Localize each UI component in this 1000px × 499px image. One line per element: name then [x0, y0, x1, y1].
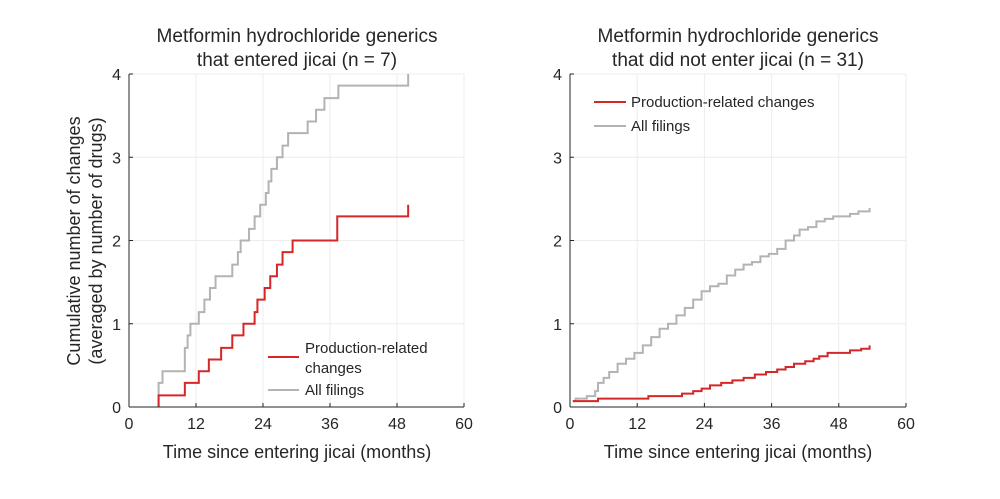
legend-label-all-filings: All filings [631, 118, 690, 135]
y-tick-labels: 0 1 2 3 4 [112, 67, 121, 417]
grid [569, 73, 907, 408]
legend-label-production-line2: changes [305, 360, 362, 377]
y-tick-label: 3 [112, 150, 121, 167]
x-tick-label: 12 [628, 416, 646, 433]
x-tick-label: 48 [388, 416, 406, 433]
plot-series [572, 208, 871, 403]
x-tick-label: 24 [254, 416, 272, 433]
y-tick-label: 0 [112, 400, 121, 417]
series-line-all-filings [572, 208, 871, 403]
legend: Production-related changes All filings [268, 340, 428, 399]
legend: Production-related changes All filings [594, 94, 814, 135]
legend-label-production: Production-related changes [631, 94, 814, 111]
plot-series [157, 74, 410, 407]
x-tick-label: 0 [566, 416, 575, 433]
legend-label-all-filings: All filings [305, 382, 364, 399]
x-tick-labels: 0 12 24 36 48 60 [125, 416, 473, 433]
y-tick-label: 3 [553, 150, 562, 167]
x-tick-label: 12 [187, 416, 205, 433]
axes [569, 73, 907, 408]
y-tick-labels: 0 1 2 3 4 [553, 67, 562, 417]
x-tick-label: 60 [897, 416, 915, 433]
x-tick-label: 36 [763, 416, 781, 433]
x-tick-labels: 0 12 24 36 48 60 [566, 416, 915, 433]
chart-title-line1: Metformin hydrochloride generics [157, 26, 438, 47]
legend-label-production-line1: Production-related [305, 340, 428, 357]
x-tick-label: 0 [125, 416, 134, 433]
y-tick-label: 2 [112, 234, 121, 251]
series-line-production-related [572, 345, 871, 403]
chart-title-line2: that did not enter jicai (n = 31) [612, 50, 864, 71]
axes [128, 73, 465, 408]
chart-title-line1: Metformin hydrochloride generics [598, 26, 879, 47]
y-axis-label-line1: Cumulative number of changes [64, 116, 84, 365]
y-tick-label: 0 [553, 400, 562, 417]
chart-panel-not-entered-jicai: Metformin hydrochloride generics that di… [553, 26, 915, 462]
y-tick-label: 1 [553, 317, 562, 334]
x-tick-label: 36 [321, 416, 339, 433]
y-tick-label: 1 [112, 317, 121, 334]
y-axis-label-line2: (averaged by number of drugs) [86, 117, 106, 364]
chart-panel-entered-jicai: Metformin hydrochloride generics that en… [112, 26, 473, 462]
y-tick-label: 4 [553, 67, 562, 84]
series-line-production-related [157, 204, 410, 407]
x-axis-label: Time since entering jicai (months) [604, 442, 872, 462]
series-line-all-filings [157, 74, 410, 407]
y-tick-label: 4 [112, 67, 121, 84]
x-tick-label: 24 [696, 416, 714, 433]
x-tick-label: 48 [830, 416, 848, 433]
x-tick-label: 60 [455, 416, 473, 433]
chart-title-line2: that entered jicai (n = 7) [197, 50, 397, 71]
x-axis-label: Time since entering jicai (months) [163, 442, 431, 462]
y-tick-label: 2 [553, 234, 562, 251]
